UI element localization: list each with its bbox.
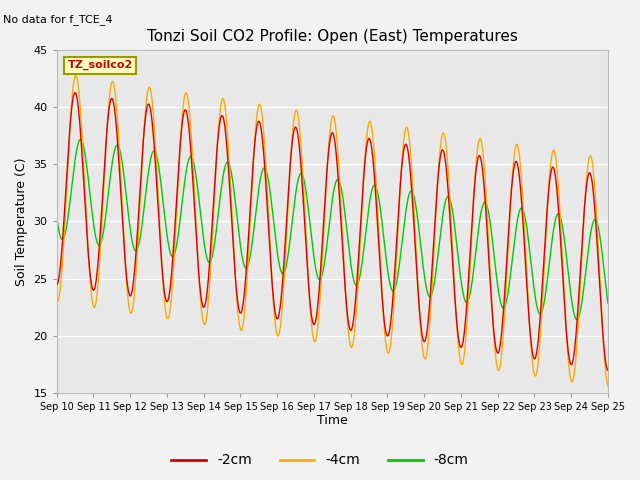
Title: Tonzi Soil CO2 Profile: Open (East) Temperatures: Tonzi Soil CO2 Profile: Open (East) Temp… xyxy=(147,29,518,44)
Text: TZ_soilco2: TZ_soilco2 xyxy=(68,60,133,70)
X-axis label: Time: Time xyxy=(317,414,348,427)
Text: No data for f_TCE_4: No data for f_TCE_4 xyxy=(3,14,113,25)
Y-axis label: Soil Temperature (C): Soil Temperature (C) xyxy=(15,157,28,286)
Legend: -2cm, -4cm, -8cm: -2cm, -4cm, -8cm xyxy=(166,448,474,473)
